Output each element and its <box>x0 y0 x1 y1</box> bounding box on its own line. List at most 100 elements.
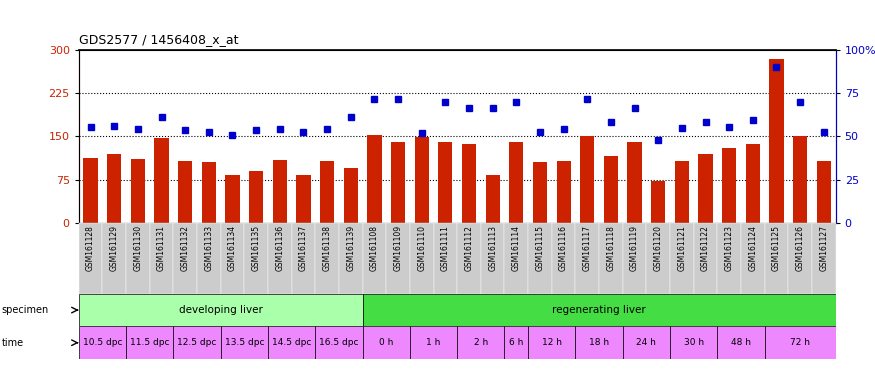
Text: GSM161110: GSM161110 <box>417 225 426 271</box>
Bar <box>670 223 694 294</box>
Bar <box>670 326 718 359</box>
Text: GSM161115: GSM161115 <box>536 225 544 271</box>
Text: 12 h: 12 h <box>542 338 562 347</box>
Bar <box>220 326 268 359</box>
Bar <box>651 181 665 223</box>
Bar <box>244 223 268 294</box>
Text: GSM161117: GSM161117 <box>583 225 592 271</box>
Bar <box>79 294 362 326</box>
Text: GSM161120: GSM161120 <box>654 225 662 271</box>
Text: GSM161108: GSM161108 <box>370 225 379 271</box>
Bar <box>793 136 808 223</box>
Text: GSM161112: GSM161112 <box>465 225 473 271</box>
Text: 14.5 dpc: 14.5 dpc <box>272 338 312 347</box>
Bar <box>226 175 240 223</box>
Bar <box>339 223 362 294</box>
Text: 1 h: 1 h <box>426 338 441 347</box>
Bar <box>528 326 576 359</box>
Text: GSM161121: GSM161121 <box>677 225 686 271</box>
Text: GSM161122: GSM161122 <box>701 225 710 271</box>
Bar <box>769 59 784 223</box>
Bar <box>765 223 788 294</box>
Bar <box>344 168 358 223</box>
Text: regenerating liver: regenerating liver <box>552 305 646 315</box>
Bar <box>675 161 689 223</box>
Bar <box>150 223 173 294</box>
Text: GSM161137: GSM161137 <box>299 225 308 271</box>
Bar <box>126 223 150 294</box>
Bar <box>580 136 594 223</box>
Text: 30 h: 30 h <box>683 338 704 347</box>
Bar <box>320 161 334 223</box>
Bar <box>438 142 452 223</box>
Bar <box>249 171 263 223</box>
Bar <box>273 160 287 223</box>
Text: 48 h: 48 h <box>731 338 751 347</box>
Text: 16.5 dpc: 16.5 dpc <box>319 338 359 347</box>
Text: GSM161124: GSM161124 <box>748 225 758 271</box>
Text: GSM161138: GSM161138 <box>323 225 332 271</box>
Text: 11.5 dpc: 11.5 dpc <box>130 338 170 347</box>
Bar <box>694 223 717 294</box>
Text: GSM161131: GSM161131 <box>157 225 166 271</box>
Text: GSM161113: GSM161113 <box>488 225 497 271</box>
Bar <box>178 161 192 223</box>
Bar <box>812 223 836 294</box>
Text: 12.5 dpc: 12.5 dpc <box>178 338 217 347</box>
Text: GDS2577 / 1456408_x_at: GDS2577 / 1456408_x_at <box>79 33 238 46</box>
Bar <box>410 326 458 359</box>
Bar <box>315 326 362 359</box>
Bar <box>552 223 576 294</box>
Bar <box>533 162 547 223</box>
Text: 24 h: 24 h <box>636 338 656 347</box>
Bar <box>576 223 599 294</box>
Bar <box>173 223 197 294</box>
Text: GSM161109: GSM161109 <box>394 225 402 271</box>
Text: GSM161129: GSM161129 <box>109 225 119 271</box>
Bar <box>362 223 386 294</box>
Text: GSM161139: GSM161139 <box>346 225 355 271</box>
Bar <box>268 223 291 294</box>
Bar <box>623 326 670 359</box>
Bar <box>718 326 765 359</box>
Bar <box>481 223 505 294</box>
Text: 10.5 dpc: 10.5 dpc <box>82 338 123 347</box>
Bar <box>79 326 126 359</box>
Bar <box>107 154 122 223</box>
Text: GSM161119: GSM161119 <box>630 225 639 271</box>
Text: GSM161132: GSM161132 <box>180 225 190 271</box>
Text: GSM161125: GSM161125 <box>772 225 781 271</box>
Text: GSM161133: GSM161133 <box>205 225 213 271</box>
Text: developing liver: developing liver <box>178 305 262 315</box>
Bar <box>722 148 736 223</box>
Text: GSM161128: GSM161128 <box>86 225 95 271</box>
Bar <box>102 223 126 294</box>
Text: 72 h: 72 h <box>790 338 810 347</box>
Bar <box>741 223 765 294</box>
Bar <box>556 161 570 223</box>
Bar <box>297 175 311 223</box>
Bar <box>315 223 339 294</box>
Bar <box>718 223 741 294</box>
Bar <box>528 223 552 294</box>
Bar <box>126 326 173 359</box>
Text: GSM161134: GSM161134 <box>228 225 237 271</box>
Bar <box>362 294 836 326</box>
Text: GSM161123: GSM161123 <box>724 225 734 271</box>
Text: 18 h: 18 h <box>589 338 609 347</box>
Bar <box>415 137 429 223</box>
Text: specimen: specimen <box>2 305 49 315</box>
Bar <box>486 175 500 223</box>
Bar <box>505 223 528 294</box>
Text: GSM161114: GSM161114 <box>512 225 521 271</box>
Text: 13.5 dpc: 13.5 dpc <box>225 338 264 347</box>
Bar <box>291 223 315 294</box>
Bar <box>410 223 433 294</box>
Bar <box>173 326 220 359</box>
Text: GSM161111: GSM161111 <box>441 225 450 271</box>
Text: GSM161135: GSM161135 <box>252 225 261 271</box>
Text: GSM161126: GSM161126 <box>795 225 805 271</box>
Bar <box>788 223 812 294</box>
Bar <box>505 326 528 359</box>
Bar <box>130 159 145 223</box>
